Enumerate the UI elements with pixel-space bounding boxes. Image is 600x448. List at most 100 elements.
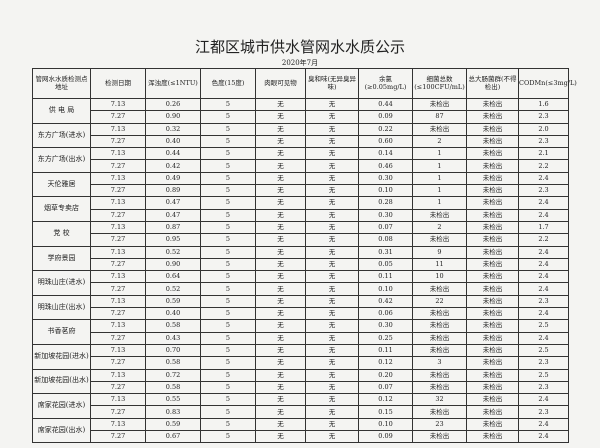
table-cell: 未检出 xyxy=(466,319,519,333)
table-cell: 无 xyxy=(255,282,306,296)
table-cell: 无 xyxy=(255,122,306,136)
table-cell: 5 xyxy=(200,233,256,247)
table-cell: 0.31 xyxy=(358,245,413,259)
table-cell: 2.4 xyxy=(518,196,569,210)
table-cell: 无 xyxy=(255,430,306,444)
table-cell: 0.47 xyxy=(145,196,201,210)
table-cell: 未检出 xyxy=(412,97,467,112)
table-cell: 7.13 xyxy=(90,196,146,210)
table-cell: 7.13 xyxy=(90,343,146,358)
table-cell: 2.3 xyxy=(518,294,569,309)
table-cell: 5 xyxy=(200,430,256,444)
table-cell: 未检出 xyxy=(466,380,519,395)
table-cell: 未检出 xyxy=(466,307,519,321)
table-cell: 0.40 xyxy=(145,307,201,321)
table-cell: 0.95 xyxy=(145,233,201,247)
table-cell: 5 xyxy=(200,184,256,198)
table-cell: 2.4 xyxy=(518,307,569,321)
table-cell: 3 xyxy=(412,356,467,370)
table-cell: 0.11 xyxy=(358,270,413,284)
site-name: 新加坡花园(出水) xyxy=(32,368,91,395)
table-cell: 0.30 xyxy=(358,208,413,222)
table-cell: 无 xyxy=(305,110,359,124)
table-cell: 未检出 xyxy=(466,294,519,309)
table-cell: 7.27 xyxy=(90,159,146,173)
table-cell: 0.26 xyxy=(145,97,201,112)
table-row: 席家花园(出水) 7.13 0.59 5 无无 0.10 23 未检出 2.4 xyxy=(32,417,569,444)
table-cell: 0.32 xyxy=(145,122,201,136)
table-cell: 无 xyxy=(255,331,306,345)
site-name: 党 校 xyxy=(32,220,91,247)
table-cell: 0.89 xyxy=(145,184,201,198)
table-row: 7.27 0.90 5 无无 0.09 87 未检出 2.3 xyxy=(33,110,569,124)
table-row: 新加坡花园(出水) 7.13 0.72 5 无无 0.20 未检出 未检出 2.5 xyxy=(32,368,569,395)
table-cell: 7.27 xyxy=(90,257,146,272)
table-cell: 5 xyxy=(200,331,256,345)
table-cell: 1 xyxy=(412,147,467,161)
table-cell: 0.09 xyxy=(358,430,413,444)
table-cell: 未检出 xyxy=(412,405,467,419)
table-row: 明珠山庄(出水) 7.13 0.59 5 无无 0.42 22 未检出 2.3 xyxy=(32,294,569,321)
table-cell: 5 xyxy=(200,270,256,284)
site-name: 天伦雅居 xyxy=(32,171,91,198)
table-cell: 2.4 xyxy=(518,282,569,296)
table-cell: 7.13 xyxy=(90,417,146,432)
table-cell: 0.14 xyxy=(358,147,413,161)
table-cell: 2.3 xyxy=(518,356,569,370)
table-cell: 7.13 xyxy=(90,97,146,112)
table-row: 7.27 0.58 5 无无 0.07 未检出 未检出 2.3 xyxy=(33,380,569,395)
table-cell: 未检出 xyxy=(466,343,519,358)
table-cell: 未检出 xyxy=(466,134,519,149)
table-cell: 32 xyxy=(412,393,467,407)
table-cell: 5 xyxy=(200,257,256,272)
table-cell: 5 xyxy=(200,368,256,382)
table-cell: 未检出 xyxy=(466,233,519,247)
table-cell: 无 xyxy=(305,282,359,296)
table-cell: 5 xyxy=(200,220,256,235)
table-cell: 5 xyxy=(200,294,256,309)
column-header: 余氯(≥0.05mg/L) xyxy=(358,68,413,99)
table-cell: 未检出 xyxy=(466,417,519,432)
table-cell: 无 xyxy=(255,245,306,259)
table-cell: 无 xyxy=(255,368,306,382)
table-cell: 0.40 xyxy=(145,134,201,149)
table-cell: 1 xyxy=(412,184,467,198)
table-cell: 无 xyxy=(305,343,359,358)
table-cell: 无 xyxy=(255,270,306,284)
table-cell: 无 xyxy=(255,319,306,333)
table-row: 党 校 7.13 0.87 5 无无 0.07 2 未检出 1.7 xyxy=(32,220,569,247)
table-cell: 7.13 xyxy=(90,294,146,309)
table-cell: 5 xyxy=(200,110,256,124)
table-cell: 未检出 xyxy=(466,430,519,444)
table-row: 7.27 0.40 5 无无 0.60 2 未检出 2.3 xyxy=(33,134,569,149)
table-cell: 0.83 xyxy=(145,405,201,419)
site-name: 供 电 局 xyxy=(32,98,91,124)
table-cell: 未检出 xyxy=(466,356,519,370)
table-cell: 2 xyxy=(412,134,467,149)
table-cell: 无 xyxy=(305,430,359,444)
table-cell: 未检出 xyxy=(466,245,519,259)
table-row: 7.27 0.42 5 无无 0.46 1 未检出 2.2 xyxy=(33,159,569,173)
table-cell: 未检出 xyxy=(412,208,467,222)
table-cell: 无 xyxy=(255,405,306,419)
table-cell: 无 xyxy=(255,220,306,235)
table-cell: 7.13 xyxy=(90,122,146,136)
table-cell: 无 xyxy=(305,270,359,284)
column-header: 检测日期 xyxy=(90,68,146,99)
table-cell: 5 xyxy=(200,319,256,333)
table-cell: 22 xyxy=(412,294,467,309)
table-row: 明珠山庄(进水) 7.13 0.64 5 无无 0.11 10 未检出 2.4 xyxy=(32,270,569,296)
table-cell: 5 xyxy=(200,122,256,136)
table-row: 7.27 0.90 5 无无 0.05 11 未检出 2.4 xyxy=(33,257,569,272)
table-cell: 无 xyxy=(305,147,359,161)
table-cell: 7.13 xyxy=(90,319,146,333)
table-cell: 5 xyxy=(200,171,256,186)
table-cell: 0.44 xyxy=(145,147,201,161)
table-cell: 0.05 xyxy=(358,257,413,272)
site-name: 新加坡花园(进水) xyxy=(32,343,91,370)
table-cell: 7.27 xyxy=(90,430,146,444)
table-cell: 0.60 xyxy=(358,134,413,149)
table-cell: 无 xyxy=(305,97,359,112)
table-row: 东方广场(出水) 7.13 0.44 5 无无 0.14 1 未检出 2.1 xyxy=(32,147,569,173)
table-cell: 7.27 xyxy=(90,307,146,321)
